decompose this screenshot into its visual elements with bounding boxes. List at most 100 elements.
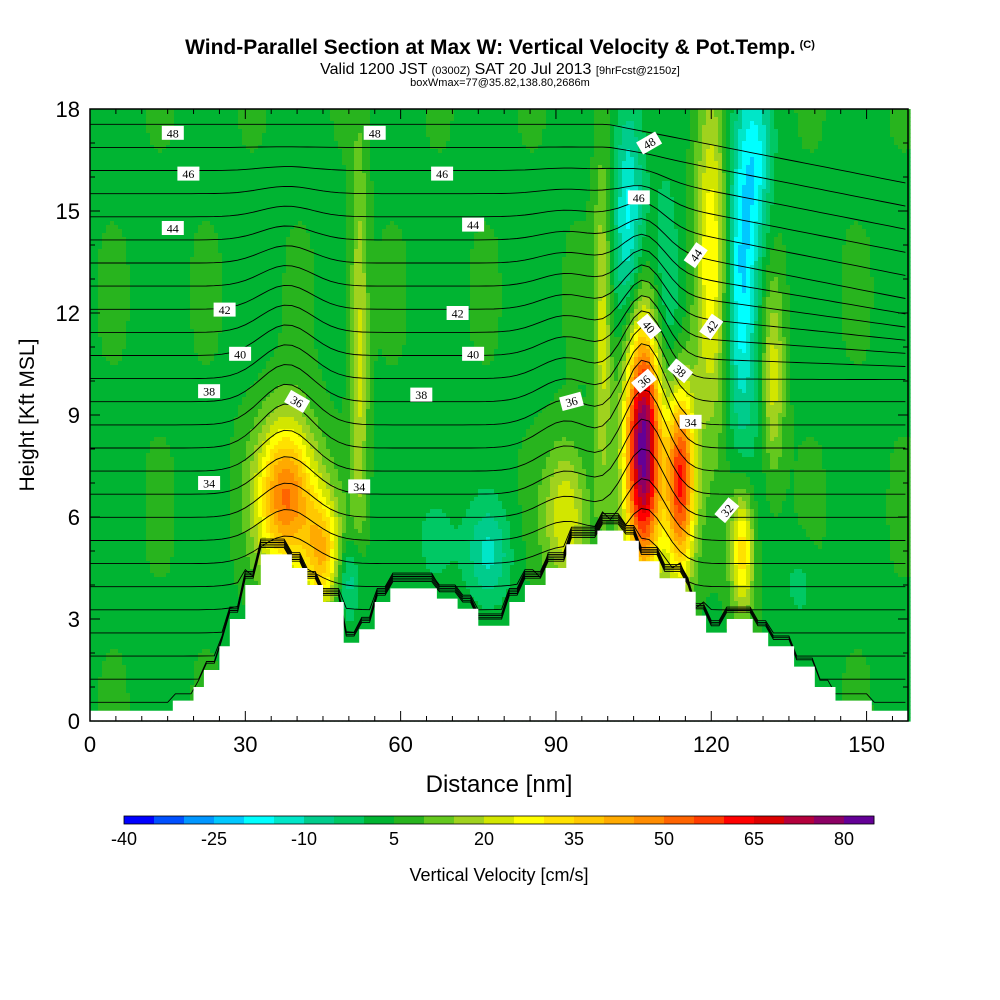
velocity-cell [106, 661, 111, 666]
velocity-cell [94, 697, 99, 702]
velocity-cell [118, 241, 123, 246]
velocity-cell [98, 549, 103, 554]
velocity-cell [122, 381, 127, 386]
velocity-cell [106, 621, 111, 626]
velocity-cell [114, 481, 119, 486]
velocity-cell [106, 465, 111, 470]
velocity-cell [110, 277, 115, 282]
velocity-cell [114, 453, 119, 458]
velocity-cell [102, 473, 107, 478]
velocity-cell [118, 597, 123, 602]
velocity-cell [122, 273, 127, 278]
velocity-cell [94, 181, 99, 186]
velocity-cell [114, 445, 119, 450]
velocity-cell [98, 553, 103, 558]
velocity-cell [94, 157, 99, 162]
velocity-cell [106, 297, 111, 302]
velocity-cell [98, 665, 103, 670]
velocity-cell [106, 461, 111, 466]
velocity-cell [106, 437, 111, 442]
velocity-cell [94, 505, 99, 510]
velocity-cell [98, 545, 103, 550]
velocity-cell [114, 265, 119, 270]
velocity-cell [118, 477, 123, 482]
velocity-cell [106, 137, 111, 142]
velocity-cell [102, 301, 107, 306]
velocity-cell [94, 457, 99, 462]
velocity-cell [110, 297, 115, 302]
velocity-cell [106, 117, 111, 122]
velocity-cell [102, 405, 107, 410]
velocity-cell [106, 701, 111, 706]
velocity-cell [98, 461, 103, 466]
velocity-cell [98, 341, 103, 346]
velocity-cell [98, 217, 103, 222]
velocity-cell [110, 113, 115, 118]
velocity-cell [98, 497, 103, 502]
velocity-cell [118, 573, 123, 578]
velocity-cell [110, 313, 115, 318]
velocity-cell [102, 373, 107, 378]
velocity-cell [118, 505, 123, 510]
velocity-cell [114, 641, 119, 646]
velocity-cell [114, 701, 119, 706]
velocity-cell [110, 509, 115, 514]
velocity-cell [94, 361, 99, 366]
velocity-cell [106, 525, 111, 530]
velocity-cell [98, 685, 103, 690]
velocity-cell [114, 449, 119, 454]
velocity-cell [106, 229, 111, 234]
velocity-cell [106, 585, 111, 590]
velocity-cell [114, 197, 119, 202]
velocity-cell [110, 541, 115, 546]
velocity-cell [106, 509, 111, 514]
velocity-cell [102, 521, 107, 526]
velocity-cell [110, 661, 115, 666]
velocity-cell [94, 565, 99, 570]
velocity-cell [118, 605, 123, 610]
velocity-cell [114, 229, 119, 234]
velocity-cell [94, 621, 99, 626]
velocity-cell [94, 169, 99, 174]
velocity-cell [110, 685, 115, 690]
velocity-cell [106, 605, 111, 610]
velocity-cell [94, 533, 99, 538]
velocity-cell [110, 173, 115, 178]
velocity-cell [110, 361, 115, 366]
velocity-cell [114, 525, 119, 530]
velocity-cell [98, 557, 103, 562]
velocity-cell [102, 117, 107, 122]
velocity-cell [118, 333, 123, 338]
velocity-cell [122, 489, 127, 494]
velocity-cell [118, 489, 123, 494]
velocity-cell [98, 373, 103, 378]
velocity-cell [114, 573, 119, 578]
velocity-cell [118, 613, 123, 618]
velocity-cell [102, 625, 107, 630]
velocity-cell [102, 137, 107, 142]
velocity-cell [114, 337, 119, 342]
velocity-cell [114, 617, 119, 622]
velocity-cell [118, 217, 123, 222]
velocity-cell [94, 381, 99, 386]
velocity-cell [110, 121, 115, 126]
velocity-cell [118, 321, 123, 326]
velocity-cell [98, 185, 103, 190]
velocity-cell [106, 125, 111, 130]
velocity-cell [110, 481, 115, 486]
velocity-cell [110, 241, 115, 246]
velocity-cell [114, 593, 119, 598]
velocity-cell [94, 657, 99, 662]
velocity-cell [102, 157, 107, 162]
velocity-cell [106, 241, 111, 246]
velocity-cell [106, 385, 111, 390]
velocity-cell [110, 197, 115, 202]
velocity-cell [110, 349, 115, 354]
velocity-cell [110, 345, 115, 350]
velocity-cell [102, 345, 107, 350]
velocity-cell [98, 625, 103, 630]
velocity-cell [110, 641, 115, 646]
velocity-cell [98, 585, 103, 590]
velocity-cell [102, 449, 107, 454]
velocity-cell [110, 417, 115, 422]
